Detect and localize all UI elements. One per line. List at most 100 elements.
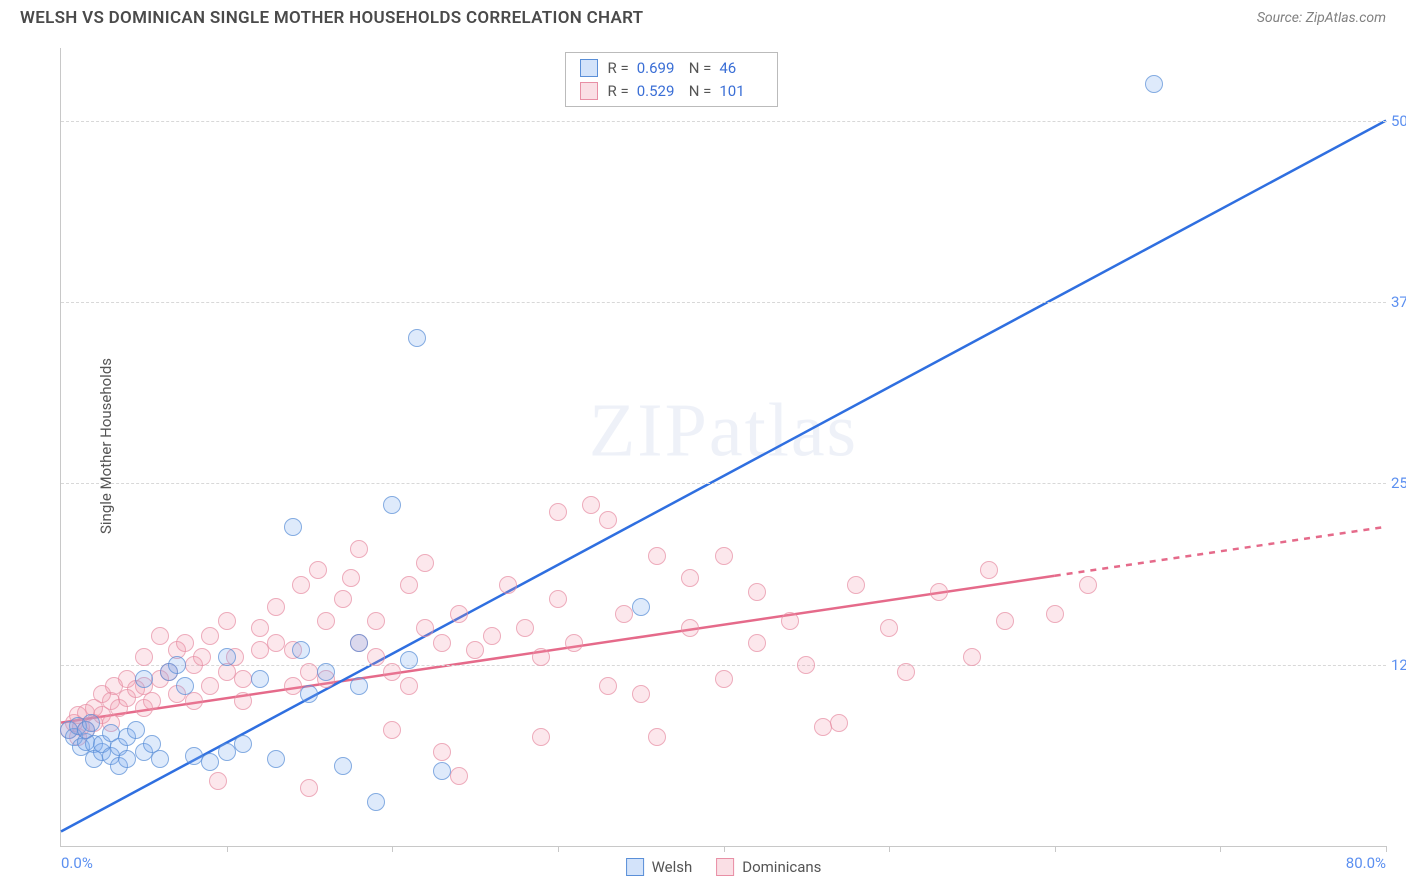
x-max-label: 80.0% (1346, 854, 1386, 872)
scatter-point (532, 728, 550, 746)
scatter-point (450, 767, 468, 785)
scatter-point (350, 677, 368, 695)
gridline (61, 483, 1386, 484)
scatter-point (334, 590, 352, 608)
scatter-point (292, 576, 310, 594)
bottom-legend: Welsh Dominicans (626, 858, 822, 876)
scatter-point (400, 677, 418, 695)
scatter-point (350, 540, 368, 558)
scatter-point (334, 757, 352, 775)
scatter-point (350, 634, 368, 652)
scatter-point (367, 612, 385, 630)
scatter-point (715, 670, 733, 688)
ytick-label: 37.5% (1391, 293, 1406, 311)
scatter-point (681, 569, 699, 587)
scatter-point (781, 612, 799, 630)
scatter-point (300, 685, 318, 703)
scatter-point (615, 605, 633, 623)
legend-item-a: Welsh (626, 858, 693, 876)
scatter-point (483, 627, 501, 645)
scatter-point (715, 547, 733, 565)
trend-lines (61, 48, 1386, 846)
scatter-point (267, 634, 285, 652)
scatter-point (309, 561, 327, 579)
scatter-point (532, 648, 550, 666)
scatter-point (930, 583, 948, 601)
scatter-point (300, 779, 318, 797)
scatter-point (830, 714, 848, 732)
scatter-point (127, 721, 145, 739)
xtick (889, 846, 890, 852)
scatter-point (880, 619, 898, 637)
scatter-point (176, 634, 194, 652)
scatter-point (234, 735, 252, 753)
legend-item-b: Dominicans (716, 858, 821, 876)
scatter-point (135, 670, 153, 688)
scatter-point (648, 728, 666, 746)
scatter-point (632, 598, 650, 616)
scatter-point (284, 677, 302, 695)
scatter-point (82, 714, 100, 732)
scatter-point (383, 496, 401, 514)
scatter-point (400, 651, 418, 669)
scatter-point (433, 743, 451, 761)
scatter-point (251, 641, 269, 659)
scatter-point (416, 619, 434, 637)
scatter-point (516, 619, 534, 637)
scatter-point (466, 641, 484, 659)
scatter-point (342, 569, 360, 587)
scatter-point (317, 612, 335, 630)
scatter-point (185, 747, 203, 765)
scatter-point (143, 692, 161, 710)
ytick-label: 12.5% (1391, 656, 1406, 674)
scatter-chart: ZIPatlas R = 0.699 N = 46 R = 0.529 N = … (60, 48, 1386, 847)
scatter-point (234, 692, 252, 710)
ytick-label: 50.0% (1391, 112, 1406, 130)
xtick (392, 846, 393, 852)
scatter-point (383, 663, 401, 681)
scatter-point (1145, 75, 1163, 93)
ytick-label: 25.0% (1391, 474, 1406, 492)
scatter-point (549, 590, 567, 608)
scatter-point (814, 718, 832, 736)
scatter-point (549, 503, 567, 521)
scatter-point (317, 663, 335, 681)
scatter-point (234, 670, 252, 688)
scatter-point (1046, 605, 1064, 623)
scatter-point (151, 750, 169, 768)
header: WELSH VS DOMINICAN SINGLE MOTHER HOUSEHO… (0, 0, 1406, 34)
xtick (227, 846, 228, 852)
scatter-point (681, 619, 699, 637)
legend-label-a: Welsh (652, 858, 693, 876)
scatter-point (980, 561, 998, 579)
scatter-point (201, 677, 219, 695)
scatter-point (151, 627, 169, 645)
scatter-point (218, 648, 236, 666)
gridline (61, 302, 1386, 303)
scatter-point (599, 511, 617, 529)
scatter-point (300, 663, 318, 681)
scatter-point (565, 634, 583, 652)
scatter-point (176, 677, 194, 695)
scatter-point (450, 605, 468, 623)
scatter-point (367, 648, 385, 666)
swatch-a-icon (626, 858, 644, 876)
x-origin-label: 0.0% (61, 854, 93, 872)
scatter-point (383, 721, 401, 739)
scatter-point (201, 627, 219, 645)
swatch-b-icon (716, 858, 734, 876)
scatter-point (748, 583, 766, 601)
scatter-point (582, 496, 600, 514)
scatter-point (292, 641, 310, 659)
xtick (724, 846, 725, 852)
xtick (1386, 846, 1387, 852)
scatter-point (218, 612, 236, 630)
scatter-point (193, 648, 211, 666)
scatter-point (267, 750, 285, 768)
scatter-point (1079, 576, 1097, 594)
scatter-point (599, 677, 617, 695)
source-label: Source: ZipAtlas.com (1257, 10, 1386, 26)
chart-title: WELSH VS DOMINICAN SINGLE MOTHER HOUSEHO… (20, 8, 643, 28)
scatter-point (433, 762, 451, 780)
scatter-point (499, 576, 517, 594)
